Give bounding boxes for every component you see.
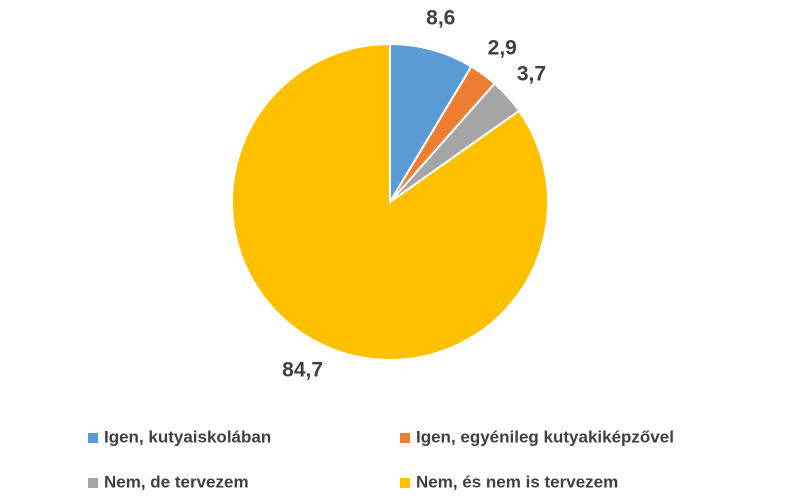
data-label: 2,9 (488, 36, 517, 59)
legend-label: Nem, de tervezem (104, 472, 249, 491)
legend-swatch (88, 478, 98, 488)
data-label: 3,7 (517, 63, 546, 86)
legend-swatch (400, 478, 410, 488)
data-label: 84,7 (282, 358, 323, 381)
legend-label: Igen, egyénileg kutyakiképzővel (416, 427, 674, 446)
legend-label: Igen, kutyaiskolában (104, 427, 271, 446)
pie-slice (389, 42, 473, 206)
legend-swatch (400, 433, 410, 443)
legend-swatch (88, 433, 98, 443)
data-label: 8,6 (426, 6, 455, 29)
legend-label: Nem, és nem is tervezem (416, 472, 618, 491)
pie-slice (231, 42, 549, 361)
